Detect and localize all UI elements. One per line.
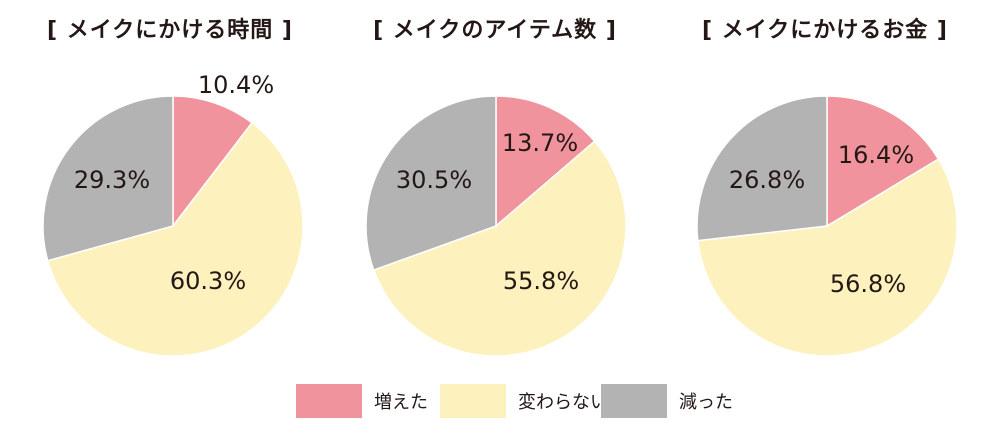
pie-1-label-decreased: 29.3% <box>74 166 150 194</box>
pie-1-slice-decreased <box>42 95 174 262</box>
legend-swatch-unchanged <box>440 384 506 418</box>
legend-swatch-increased <box>296 384 362 418</box>
legend: 増えた 変わらない 減った <box>0 384 1000 418</box>
pie-1-label-increased: 10.4% <box>198 71 274 99</box>
pie-1-slice-unchanged <box>46 121 304 357</box>
chart-title-makeup-items: [ メイクのアイテム数 ] <box>373 18 617 43</box>
pie-2: 13.7% 55.8% 30.5% <box>365 95 627 357</box>
legend-item-increased: 増えた <box>296 384 428 418</box>
legend-label-increased: 増えた <box>374 392 428 413</box>
legend-item-unchanged: 変わらない <box>440 384 608 418</box>
pie-2-slice-unchanged <box>372 140 627 357</box>
chart-title-makeup-money: [ メイクにかけるお金 ] <box>702 18 948 43</box>
pie-2-slice-increased <box>495 95 596 228</box>
legend-item-decreased: 減った <box>601 384 733 418</box>
pie-2-label-unchanged: 55.8% <box>503 267 579 295</box>
pie-3-label-increased: 16.4% <box>838 141 914 169</box>
chart-title-makeup-time: [ メイクにかける時間 ] <box>47 18 293 43</box>
pie-2-slice-decreased <box>365 95 497 271</box>
pie-3-slice-decreased <box>696 95 828 242</box>
pie-1-slice-increased <box>172 95 254 229</box>
legend-label-unchanged: 変わらない <box>518 392 608 413</box>
legend-label-decreased: 減った <box>679 392 733 413</box>
pie-1-label-unchanged: 60.3% <box>170 267 246 295</box>
pie-2-label-decreased: 30.5% <box>396 166 472 194</box>
pie-3-label-decreased: 26.8% <box>729 166 805 194</box>
legend-swatch-decreased <box>601 384 667 418</box>
pie-charts: 10.4% 60.3% 29.3% 13.7% 55.8% 30.5% 16.4% 56.8%… <box>42 71 958 357</box>
pie-3-slice-unchanged <box>696 158 958 357</box>
pie-2-label-increased: 13.7% <box>502 129 578 157</box>
pie-1: 10.4% 60.3% 29.3% <box>42 71 304 357</box>
pie-3: 16.4% 56.8% 26.8% <box>696 95 958 357</box>
pie-3-label-unchanged: 56.8% <box>830 270 906 298</box>
pie-3-slice-increased <box>826 95 940 228</box>
